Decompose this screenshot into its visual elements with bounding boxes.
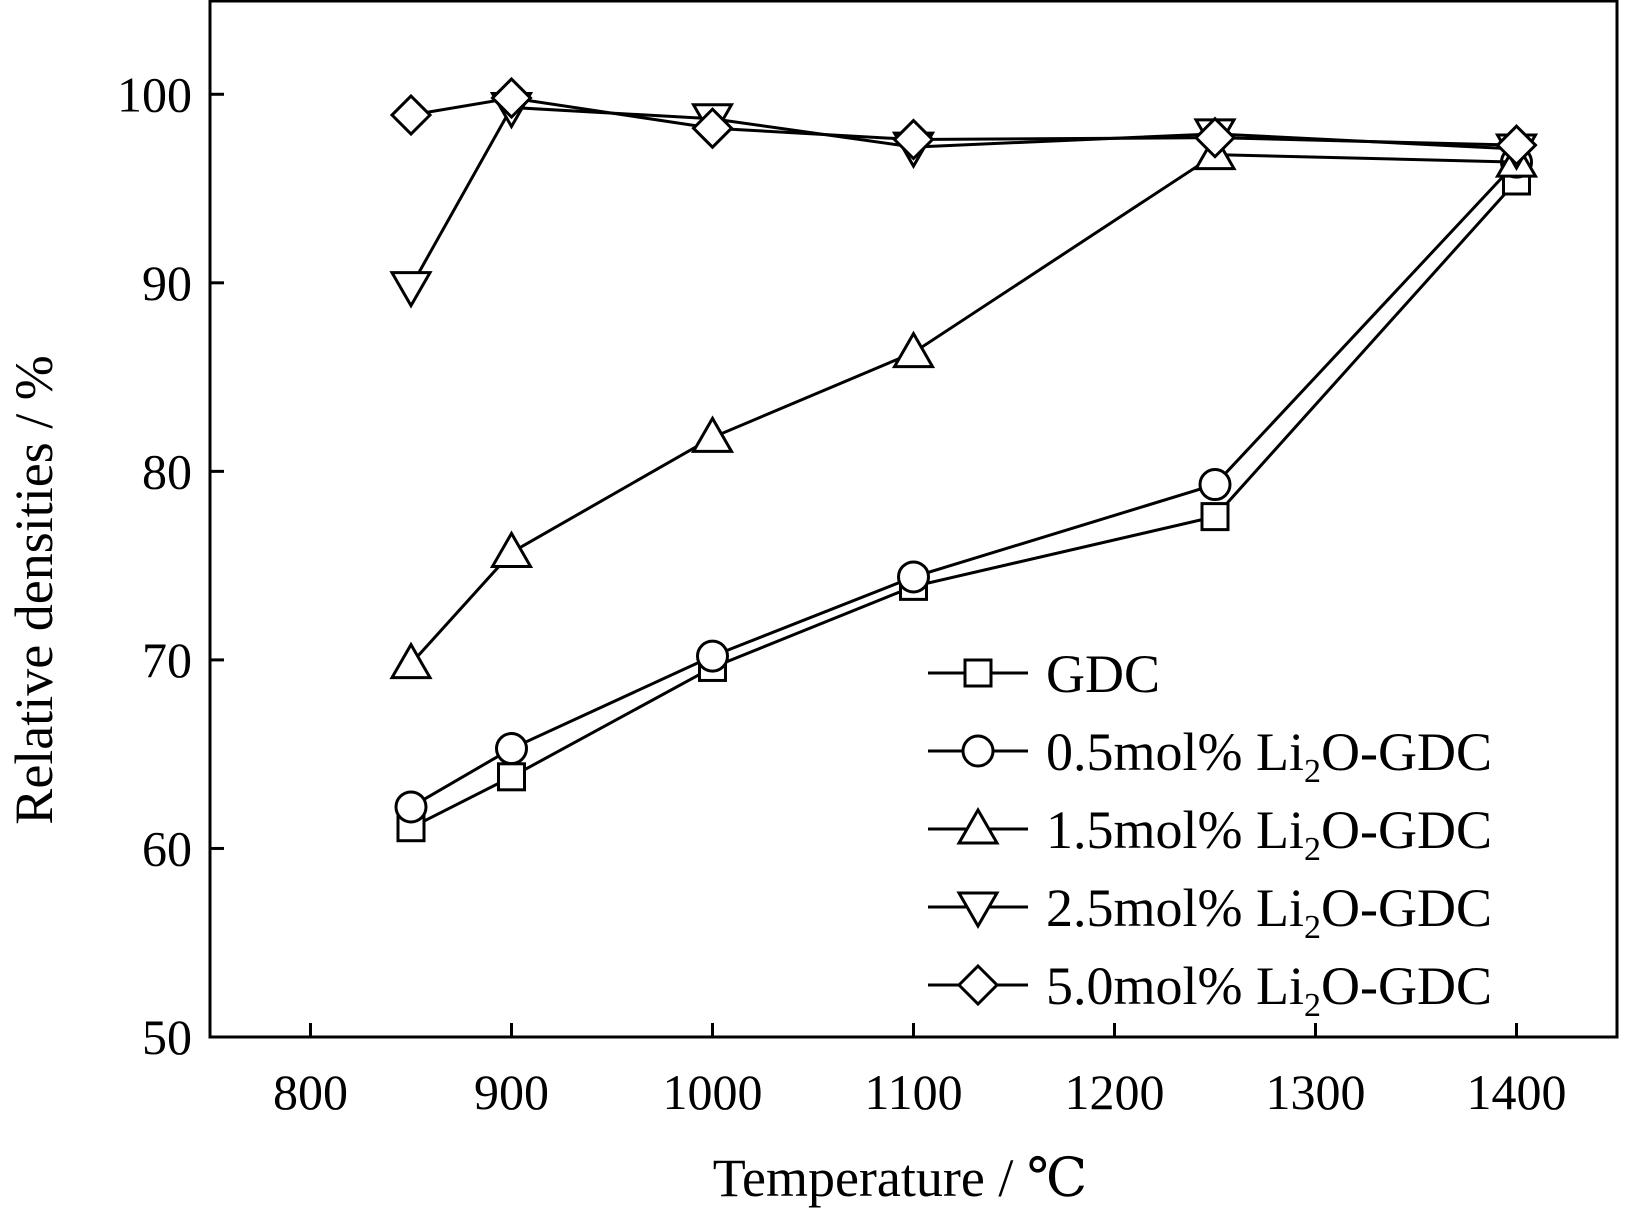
y-tick-label: 70 xyxy=(142,632,192,688)
legend-marker-diamond xyxy=(956,963,1000,1007)
data-point-diamond xyxy=(691,107,734,150)
data-point-circle xyxy=(394,790,428,824)
y-tick-label: 50 xyxy=(142,1009,192,1065)
legend-marker-triangle-down xyxy=(956,891,1000,930)
legend-label: 5.0mol% Li2O-GDC xyxy=(1046,956,1492,1024)
legend-item: GDC xyxy=(928,644,1160,704)
x-tick-label: 1200 xyxy=(1065,1064,1165,1120)
data-point-triangle-up xyxy=(489,530,534,568)
series-line xyxy=(410,161,1518,809)
legend-label: 0.5mol% Li2O-GDC xyxy=(1046,722,1492,790)
x-tick-label: 1100 xyxy=(864,1064,962,1120)
legend: GDC 0.5mol% Li2O-GDC 1.5mol% Li2O-GDC 2.5mo… xyxy=(928,644,1492,1024)
data-point-diamond xyxy=(389,93,433,137)
legend-item: 5.0mol% Li2O-GDC xyxy=(928,956,1492,1024)
y-tick-label: 100 xyxy=(117,66,192,122)
y-axis-label: Relative densities / % xyxy=(4,355,64,824)
data-point-triangle-down xyxy=(389,271,433,309)
data-point-square xyxy=(1200,502,1230,532)
x-tick-label: 800 xyxy=(273,1064,348,1120)
data-point-diamond xyxy=(1495,124,1538,167)
series-line xyxy=(409,105,1517,288)
legend-marker-circle xyxy=(961,734,995,768)
series-line xyxy=(410,96,1517,147)
y-tick-label: 80 xyxy=(142,443,192,499)
series-layer xyxy=(389,76,1539,843)
legend-item: 2.5mol% Li2O-GDC xyxy=(928,878,1492,946)
y-axis-ticks: 50 60 70 80 90 100 xyxy=(117,66,224,1065)
data-point-triangle-up xyxy=(891,330,936,369)
data-point-diamond xyxy=(490,76,533,120)
data-point-circle xyxy=(696,639,729,673)
series-circle xyxy=(394,145,1533,824)
legend-label: 1.5mol% Li2O-GDC xyxy=(1046,800,1492,868)
series-line xyxy=(409,153,1517,665)
series-diamond xyxy=(389,76,1538,167)
data-point-circle xyxy=(1198,468,1232,502)
legend-marker-triangle-up xyxy=(956,806,1000,845)
x-tick-label: 900 xyxy=(474,1064,549,1120)
x-axis-ticks: 800 900 1000 1100 1200 1300 1400 xyxy=(273,1023,1567,1120)
y-tick-label: 60 xyxy=(142,820,192,876)
legend-label: 2.5mol% Li2O-GDC xyxy=(1046,878,1492,946)
data-point-circle xyxy=(897,560,930,594)
x-axis-label: Temperature / ℃ xyxy=(713,1148,1087,1208)
data-point-triangle-up xyxy=(690,415,735,453)
data-point-diamond xyxy=(1193,116,1237,159)
legend-label: GDC xyxy=(1046,644,1160,704)
x-tick-label: 1000 xyxy=(663,1064,763,1120)
legend-marker-square xyxy=(963,658,993,688)
data-point-square xyxy=(497,762,526,792)
y-tick-label: 90 xyxy=(142,255,192,311)
x-tick-label: 1300 xyxy=(1266,1064,1366,1120)
series-line xyxy=(410,180,1518,830)
series-triangle-down xyxy=(389,91,1539,309)
legend-item: 0.5mol% Li2O-GDC xyxy=(928,722,1492,790)
data-point-circle xyxy=(495,732,528,766)
legend-item: 1.5mol% Li2O-GDC xyxy=(928,800,1492,868)
data-point-diamond xyxy=(892,118,935,161)
series-triangle-up xyxy=(389,132,1539,680)
data-point-triangle-up xyxy=(389,641,433,680)
x-tick-label: 1400 xyxy=(1467,1064,1567,1120)
